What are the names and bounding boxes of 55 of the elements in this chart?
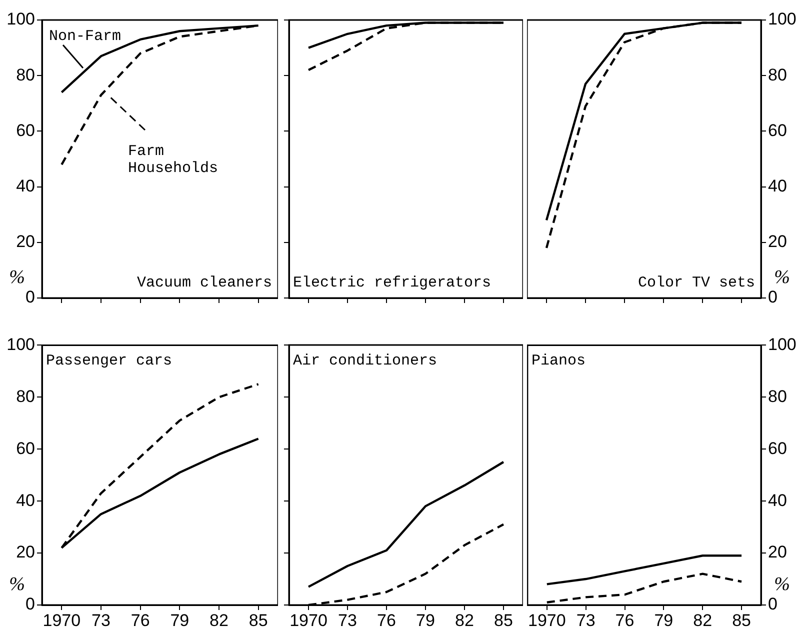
x-tick-label: 79	[416, 610, 435, 629]
x-tick-label: 73	[338, 610, 357, 629]
x-tick-label: 73	[576, 610, 596, 629]
y-tick-label: 60	[16, 120, 35, 140]
series-label: Non-Farm	[49, 28, 122, 45]
y-tick-label: 20	[16, 232, 35, 252]
x-tick-label: 76	[377, 610, 396, 629]
y2-tick-label: 60	[768, 438, 787, 458]
y2-tick-label: 80	[768, 65, 787, 84]
x-tick-label: 1970	[42, 610, 81, 629]
y2-tick-label: 100	[768, 10, 796, 29]
x-tick-label: 79	[654, 610, 674, 629]
y2-axis-title: %	[774, 267, 790, 288]
x-tick-label: 73	[92, 610, 110, 629]
y2-tick-label: 0	[768, 288, 778, 307]
x-tick-label: 79	[170, 610, 190, 629]
x-tick-label: 1970	[528, 610, 566, 629]
y-tick-label: 100	[6, 334, 35, 354]
y-tick-label: 60	[16, 438, 35, 458]
text: Air conditioners	[293, 352, 438, 370]
x-tick-label: 85	[248, 610, 268, 629]
y-axis-title: %	[9, 267, 25, 288]
y-tick-label: 40	[16, 490, 35, 510]
y2-tick-label: 20	[768, 542, 787, 562]
text: Passenger cars	[46, 352, 172, 370]
x-tick-label: 82	[210, 610, 228, 629]
y2-tick-label: 0	[768, 594, 778, 614]
y2-tick-label: 80	[768, 386, 787, 406]
y2-tick-label: 40	[768, 490, 787, 510]
y2-tick-label: 60	[768, 120, 787, 140]
y2-tick-label: 40	[768, 176, 787, 196]
x-tick-label: 85	[494, 610, 513, 629]
text: Electric refrigerators	[293, 274, 492, 292]
y2-tick-label: 20	[768, 232, 787, 252]
y-axis-title: %	[9, 574, 25, 595]
text: Pianos	[531, 352, 586, 370]
y-tick-label: 0	[26, 288, 35, 307]
y-tick-label: 80	[16, 386, 35, 406]
line-series	[546, 572, 743, 604]
y-tick-label: 100	[6, 10, 35, 29]
y2-axis-title: %	[774, 574, 790, 595]
x-tick-label: 76	[615, 610, 634, 629]
y2-tick-label: 100	[768, 334, 796, 354]
text: Color TV sets	[638, 274, 755, 292]
x-tick-label: 76	[130, 610, 150, 629]
y-tick-label: 80	[16, 65, 35, 84]
y-tick-label: 20	[16, 542, 35, 562]
x-tick-label: 1970	[290, 610, 328, 629]
x-tick-label: 82	[455, 610, 474, 629]
x-tick-label: 85	[732, 610, 751, 629]
text: Vacuum cleaners	[136, 274, 272, 292]
y-tick-label: 40	[16, 176, 35, 196]
legend-label: Farm Households	[128, 143, 218, 177]
y-tick-label: 0	[26, 594, 35, 614]
x-tick-label: 82	[693, 610, 712, 629]
